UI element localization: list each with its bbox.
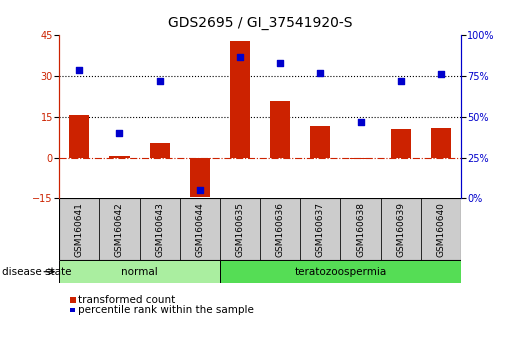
Bar	[350, 158, 370, 159]
Bar	[230, 41, 250, 158]
Point	[437, 72, 445, 77]
Point	[356, 119, 365, 125]
Point	[236, 54, 244, 59]
Text: GSM160644: GSM160644	[195, 202, 204, 257]
Bar	[99, 198, 140, 260]
Text: normal: normal	[121, 267, 158, 277]
Bar	[140, 198, 180, 260]
Point	[156, 78, 164, 84]
Text: GSM160640: GSM160640	[436, 202, 445, 257]
Bar	[421, 198, 461, 260]
Point	[397, 78, 405, 84]
Bar	[431, 128, 451, 158]
Text: GSM160642: GSM160642	[115, 202, 124, 257]
Point	[196, 187, 204, 193]
Bar	[310, 126, 330, 158]
Point	[115, 130, 124, 136]
Text: GSM160639: GSM160639	[396, 202, 405, 257]
Bar	[340, 198, 381, 260]
Text: GSM160638: GSM160638	[356, 202, 365, 257]
Bar	[300, 198, 340, 260]
Text: GSM160635: GSM160635	[235, 202, 245, 257]
Bar	[69, 115, 89, 158]
Bar	[270, 101, 290, 158]
Point	[316, 70, 324, 76]
Text: GSM160643: GSM160643	[155, 202, 164, 257]
Bar	[149, 143, 169, 158]
Text: disease state: disease state	[2, 267, 71, 277]
Text: GSM160641: GSM160641	[75, 202, 84, 257]
Bar	[381, 198, 421, 260]
Text: GDS2695 / GI_37541920-S: GDS2695 / GI_37541920-S	[168, 16, 352, 30]
Bar	[59, 260, 220, 283]
Text: GSM160637: GSM160637	[316, 202, 325, 257]
Bar	[180, 198, 220, 260]
Bar	[190, 158, 210, 197]
Bar	[260, 198, 300, 260]
Bar	[390, 129, 410, 158]
Point	[75, 67, 83, 73]
Bar	[220, 260, 461, 283]
Bar	[220, 198, 260, 260]
Bar	[109, 156, 129, 158]
Text: transformed count: transformed count	[78, 295, 175, 305]
Point	[276, 60, 284, 66]
Bar	[59, 198, 99, 260]
Text: teratozoospermia: teratozoospermia	[294, 267, 387, 277]
Text: percentile rank within the sample: percentile rank within the sample	[78, 305, 254, 315]
Text: GSM160636: GSM160636	[276, 202, 285, 257]
